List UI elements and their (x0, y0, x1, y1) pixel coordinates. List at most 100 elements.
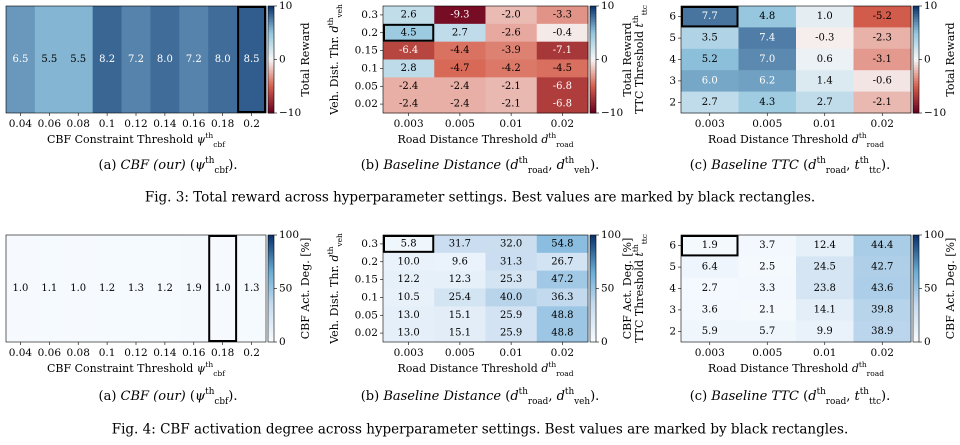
colorbar-segment (590, 32, 596, 36)
colorbar-segment (590, 96, 596, 101)
colorbar-segment (268, 64, 274, 69)
x-tick-label: 0.1 (99, 118, 116, 130)
y-tick-label: 3 (669, 75, 676, 87)
colorbar-segment (268, 14, 274, 18)
cell-value: 1.0 (70, 283, 86, 294)
cell-value: 12.4 (814, 240, 836, 251)
cell-value: 9.6 (452, 256, 468, 267)
colorbar-segment (913, 275, 919, 279)
cell-value: 24.5 (814, 262, 836, 273)
fig4-subcaption-c: (c) Baseline TTC (dthroad, tthttc). (690, 387, 891, 407)
heatmap-cell (536, 235, 589, 254)
heatmap-cell (853, 256, 912, 279)
cell-value: 42.7 (871, 262, 893, 273)
colorbar-segment (268, 301, 274, 306)
colorbar-segment (590, 296, 596, 300)
colorbar-segment (913, 243, 919, 247)
cell-value: 40.0 (500, 292, 522, 303)
cell-value: 1.0 (817, 11, 833, 22)
colorbar-segment (590, 64, 596, 69)
heatmap-cell (179, 235, 209, 342)
colorbar-segment (913, 8, 919, 12)
colorbar-segment (590, 91, 596, 95)
heatmap-cell (383, 59, 435, 78)
colorbar-segment (268, 237, 274, 241)
colorbar-segment (590, 107, 596, 111)
colorbar-segment (590, 237, 596, 241)
colorbar-segment (590, 291, 596, 295)
cell-value: 25.9 (500, 328, 522, 339)
colorbar-segment (913, 11, 919, 15)
best-marker (237, 6, 267, 113)
x-axis-label: Road Distance Threshold dthroad (398, 131, 574, 149)
colorbar-segment (268, 88, 274, 93)
colorbar-segment (590, 248, 596, 252)
cell-value: 6.4 (702, 262, 718, 273)
colorbar: 100 50 0 CBF Act. Deg. [%] (912, 229, 957, 348)
y-tick-label: 5 (669, 261, 676, 273)
cell-value: 1.2 (99, 283, 115, 294)
cell-value: 38.9 (871, 326, 893, 337)
colorbar-segment (590, 11, 596, 15)
colorbar-tick-label: 0 (924, 336, 931, 348)
colorbar-segment (913, 315, 919, 319)
cell-value: -0.3 (815, 33, 834, 44)
cell-value: 6.5 (12, 54, 28, 65)
colorbar-segment (913, 14, 919, 18)
cell-value: 43.6 (871, 283, 893, 294)
x-tick-label: 0.04 (9, 347, 33, 359)
heatmap-cell (536, 270, 589, 289)
colorbar-segment (590, 323, 596, 327)
cell-value: 1.2 (157, 283, 173, 294)
cell-value: 1.3 (128, 283, 144, 294)
colorbar-tick-label: 50 (924, 283, 937, 295)
colorbar-segment (590, 14, 596, 18)
cell-value: -4.5 (553, 63, 572, 74)
heatmap-cell (208, 6, 238, 113)
heatmap-cell (796, 27, 854, 50)
heatmap-cell (681, 299, 739, 322)
colorbar-label: CBF Act. Deg. [%] (621, 238, 634, 340)
colorbar-segment (913, 325, 919, 330)
colorbar-segment (268, 91, 274, 95)
x-tick-label: 0.003 (695, 347, 725, 359)
colorbar-segment (590, 24, 596, 28)
colorbar-segment (590, 261, 596, 265)
colorbar-segment (268, 253, 274, 257)
y-tick-label: 0.05 (355, 80, 378, 92)
x-axis-label: Road Distance Threshold dthroad (398, 360, 574, 378)
fig3-subcaption-b: (b) Baseline Distance (dthroad, dthveh). (361, 156, 600, 176)
axes-frame (382, 5, 589, 114)
colorbar-segment (913, 256, 919, 260)
colorbar-segment (590, 304, 596, 308)
x-tick-label: 0.06 (38, 347, 62, 359)
heatmap-cell (738, 48, 797, 71)
heatmap-cell (63, 235, 94, 342)
heatmap-cell (383, 95, 435, 114)
colorbar-segment (913, 32, 919, 36)
colorbar-segment (913, 328, 919, 332)
heatmap-cell (536, 95, 589, 114)
colorbar-segment (590, 336, 596, 340)
heatmap-cell (434, 235, 486, 254)
colorbar-segment (590, 245, 596, 249)
colorbar-segment (590, 99, 596, 103)
colorbar-segment (913, 323, 919, 327)
y-tick-label: 3 (669, 304, 676, 316)
cell-value: 7.0 (759, 54, 775, 65)
colorbar-segment (590, 325, 596, 330)
y-tick-label: 0.2 (361, 256, 378, 268)
cell-value: 12.3 (449, 274, 471, 285)
colorbar-segment (590, 288, 596, 292)
colorbar-segment (913, 269, 919, 273)
x-tick-label: 0.005 (445, 118, 475, 130)
colorbar-segment (590, 253, 596, 257)
heatmap-cell (34, 6, 65, 113)
heatmap-cell (853, 91, 912, 114)
colorbar-segment (590, 240, 596, 244)
colorbar-tick-label: 50 (601, 283, 614, 295)
cell-value: -3.1 (873, 54, 892, 65)
cell-value: 5.5 (70, 54, 86, 65)
colorbar-segment (268, 259, 274, 263)
colorbar-segment (590, 339, 596, 343)
